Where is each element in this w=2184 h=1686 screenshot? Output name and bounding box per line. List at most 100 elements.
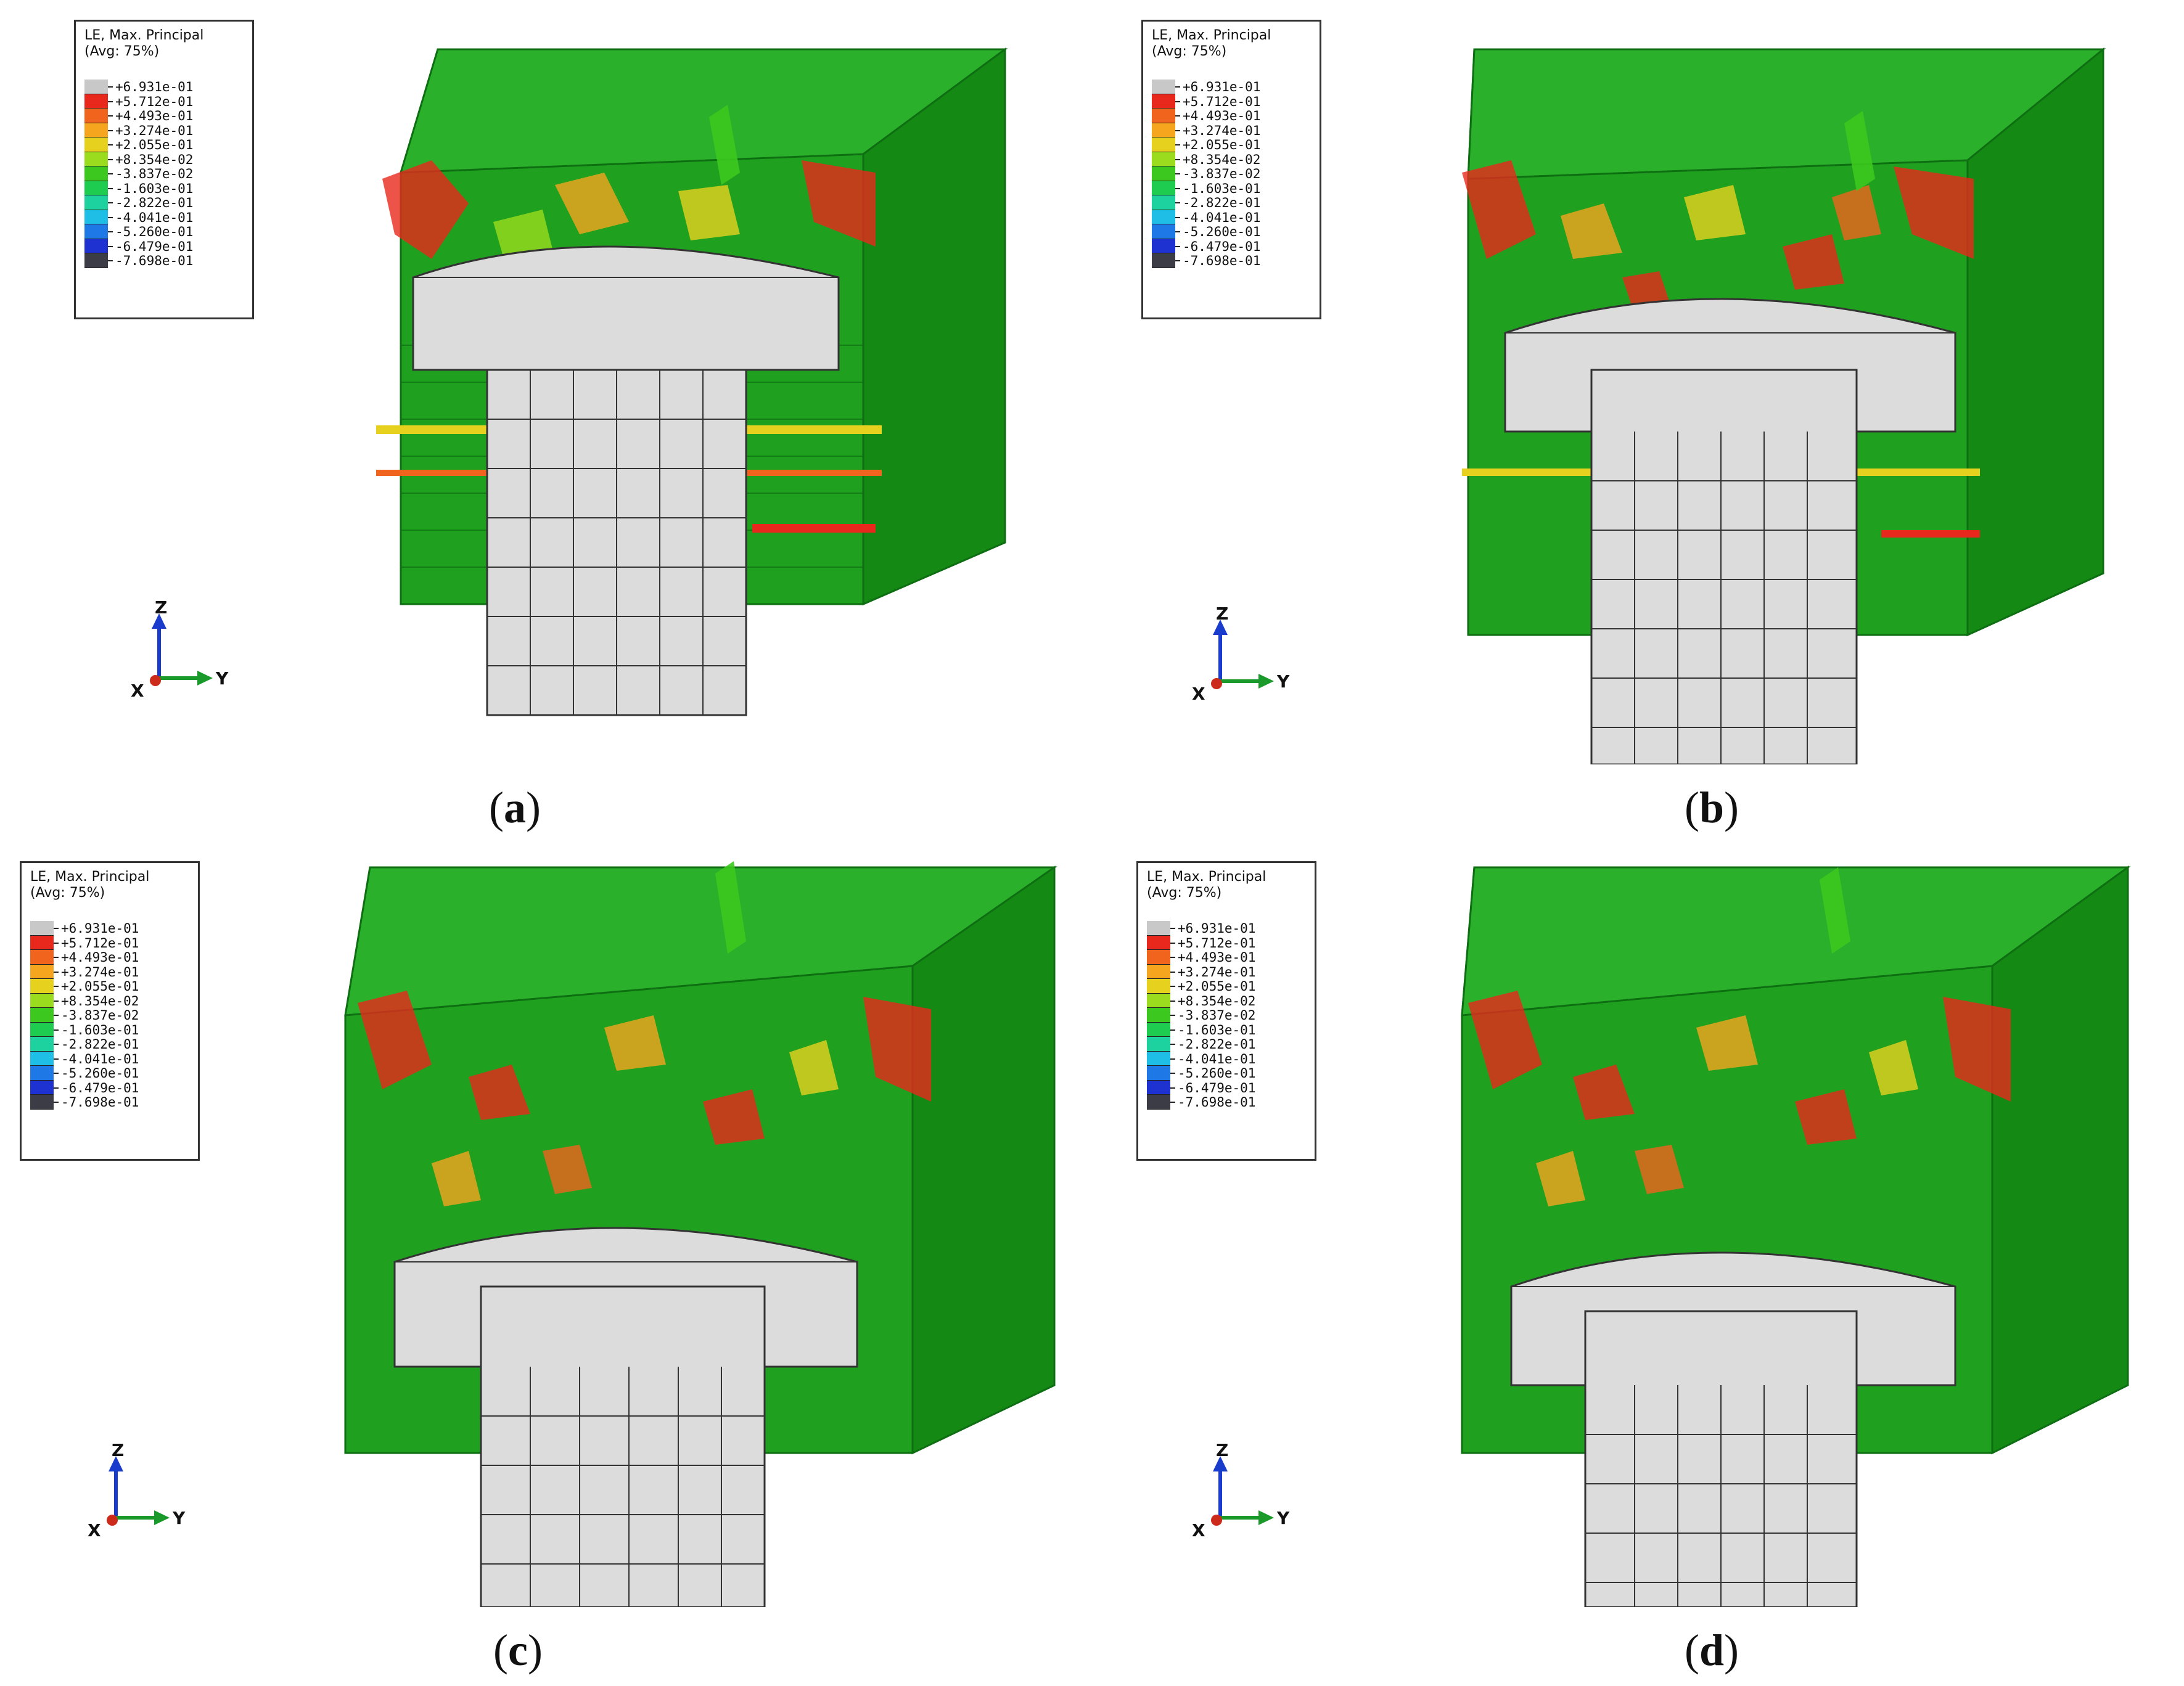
triad-z-label: Z <box>1216 604 1228 624</box>
legend-title: LE, Max. Principal <box>30 869 150 885</box>
legend-value: +2.055e-01 <box>1183 137 1261 152</box>
legend-tick <box>54 957 59 958</box>
fem-model-d <box>1211 866 2131 1607</box>
legend-value: +2.055e-01 <box>1178 979 1256 994</box>
legend-tick <box>54 1029 59 1031</box>
legend-swatch <box>84 108 108 123</box>
legend-tick <box>54 1000 59 1002</box>
axis-labels-a: Z Y X <box>131 597 229 701</box>
panel-c: Z Y X LE, Max. Principal (Avg: 75%) +6.9… <box>0 843 1092 1685</box>
legend-swatch <box>30 993 54 1008</box>
legend-value: -1.603e-01 <box>1178 1022 1256 1037</box>
legend-value: -7.698e-01 <box>1183 253 1261 268</box>
legend-swatch <box>30 1022 54 1037</box>
legend-tick <box>1170 1073 1175 1074</box>
legend-swatch <box>1152 210 1175 224</box>
legend-tick <box>1175 100 1180 102</box>
legend-title: LE, Max. Principal <box>84 28 204 43</box>
legend-value: -4.041e-01 <box>1183 210 1261 225</box>
legend-swatch <box>1147 1022 1170 1037</box>
legend-value: -5.260e-01 <box>1178 1066 1256 1081</box>
legend-value: +6.931e-01 <box>1183 80 1261 94</box>
legend-value: -6.479e-01 <box>61 1080 139 1095</box>
legend-tick <box>108 187 113 189</box>
legend-value: +8.354e-02 <box>1178 993 1256 1009</box>
legend-tick <box>54 986 59 987</box>
legend-value: +3.274e-01 <box>1183 123 1261 138</box>
legend-value: +8.354e-02 <box>1183 152 1261 167</box>
rivet-c <box>393 1227 858 1607</box>
legend-swatch <box>84 181 108 195</box>
legend-swatch <box>84 239 108 253</box>
triad-x-label: X <box>1192 1520 1205 1539</box>
legend-value: +3.274e-01 <box>1178 964 1256 980</box>
legend-swatch <box>84 253 108 268</box>
caption-letter-c: c <box>508 1626 528 1675</box>
legend-value: -1.603e-01 <box>115 181 194 196</box>
fem-model-c <box>107 861 1057 1607</box>
legend-value: -3.837e-02 <box>1178 1008 1256 1023</box>
legend-value: +3.274e-01 <box>61 964 139 980</box>
legend-tick <box>54 1058 59 1060</box>
legend-swatch <box>1147 950 1170 965</box>
legend-value: -1.603e-01 <box>1183 181 1261 196</box>
legend-value: -4.041e-01 <box>61 1051 139 1066</box>
legend-avg: (Avg: 75%) <box>30 885 105 901</box>
axis-labels-b: Z Y X <box>1192 604 1290 703</box>
legend-value: +8.354e-02 <box>61 993 139 1009</box>
triad-y-label: Y <box>1276 1508 1290 1528</box>
legend-swatch <box>84 123 108 137</box>
legend-tick <box>1170 1029 1175 1031</box>
legend-value: -5.260e-01 <box>1183 224 1261 239</box>
triad-x-label: X <box>131 681 144 701</box>
legend-swatch <box>30 1051 54 1066</box>
legend-title: LE, Max. Principal <box>1152 28 1271 43</box>
legend-value: -6.479e-01 <box>1183 239 1261 254</box>
legend-value: -2.822e-01 <box>115 195 194 210</box>
legend-swatch <box>1147 1051 1170 1066</box>
legend-tick <box>108 245 113 247</box>
legend-swatch <box>84 195 108 210</box>
legend-swatch <box>30 1037 54 1052</box>
legend-swatch <box>1152 123 1175 137</box>
legend-swatch <box>1152 239 1175 253</box>
legend-tick <box>54 971 59 973</box>
caption-a: (a) <box>489 783 541 832</box>
legend-tick <box>1175 86 1180 88</box>
rivet-d <box>1510 1251 1956 1607</box>
legend-swatch <box>30 1066 54 1081</box>
panel-d: Z Y X LE, Max. Principal (Avg: 75%) +6.9… <box>1092 843 2184 1685</box>
legend-swatch <box>30 1008 54 1023</box>
legend-swatch <box>84 152 108 166</box>
legend-swatch <box>84 210 108 224</box>
legend-tick <box>54 1102 59 1103</box>
legend-avg: (Avg: 75%) <box>84 44 160 59</box>
legend-tick <box>108 100 113 102</box>
legend-tick <box>108 115 113 117</box>
legend-tick <box>54 942 59 944</box>
legend-tick <box>54 1073 59 1074</box>
legend-tick <box>1175 115 1180 117</box>
legend-tick <box>1170 942 1175 944</box>
legend-tick <box>54 1087 59 1089</box>
legend-value: +2.055e-01 <box>61 979 139 994</box>
legend-swatch <box>1152 94 1175 108</box>
caption-letter-a: a <box>504 783 526 832</box>
legend-tick <box>108 260 113 261</box>
legend-tick <box>1175 245 1180 247</box>
legend-swatch <box>30 1080 54 1095</box>
panel-a: Z Y X LE, Max. Principal (Avg: 75%) +6.9… <box>0 0 1092 843</box>
legend-value: +4.493e-01 <box>1183 108 1261 123</box>
legend-swatch <box>30 921 54 936</box>
legend-tick <box>108 86 113 88</box>
legend-value: +2.055e-01 <box>115 137 194 152</box>
legend-tick <box>1170 928 1175 929</box>
legend-tick <box>1170 1102 1175 1103</box>
legend-value: +6.931e-01 <box>61 921 139 936</box>
legend-value: -5.260e-01 <box>115 224 194 239</box>
legend-tick <box>108 144 113 145</box>
legend-tick <box>1175 129 1180 131</box>
triad-y-label: Y <box>172 1508 186 1528</box>
legend-tick <box>54 928 59 929</box>
legend-value: -2.822e-01 <box>1183 195 1261 210</box>
